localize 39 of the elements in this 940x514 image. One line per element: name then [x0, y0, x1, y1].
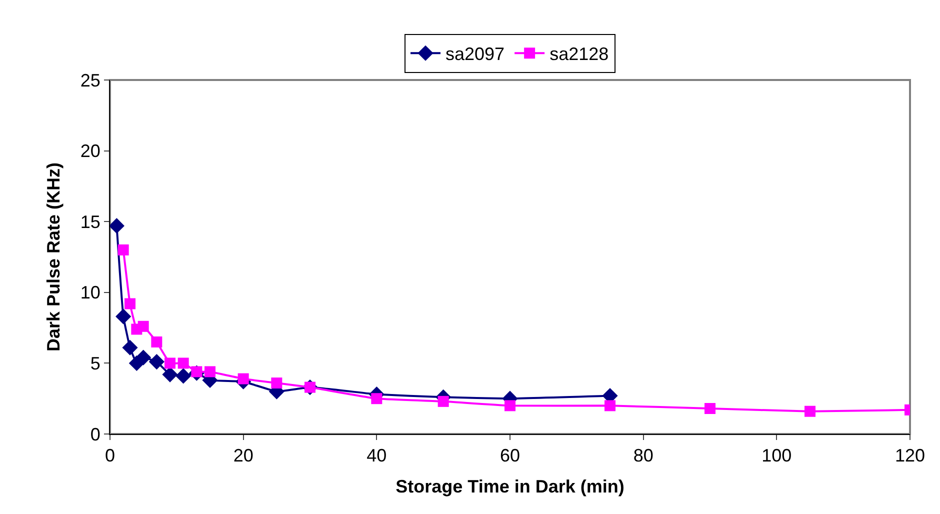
point [110, 218, 124, 234]
y-axis-title: Dark Pulse Rate (KHz) [44, 162, 64, 352]
point [438, 396, 449, 407]
x-tick-label: 60 [500, 446, 520, 466]
point [124, 298, 136, 310]
x-tick-label: 0 [104, 446, 116, 466]
point [804, 406, 816, 417]
point [136, 350, 152, 366]
y-tick-label: 10 [80, 282, 100, 303]
legend-label: sa2097 [446, 44, 505, 64]
point [504, 400, 516, 412]
point [178, 358, 189, 369]
y-tick-label: 20 [80, 141, 100, 162]
y-tick-label: 0 [90, 424, 100, 444]
y-tick-label: 5 [90, 354, 100, 374]
point [176, 368, 192, 384]
point [116, 308, 132, 324]
point [138, 320, 149, 332]
x-tick-label: 80 [633, 446, 654, 466]
x-axis-title: Storage Time in Dark (min) [396, 476, 624, 497]
point [164, 358, 176, 369]
x-tick-label: 40 [366, 446, 387, 466]
x-tick-label: 20 [233, 446, 254, 466]
point [271, 378, 282, 389]
point [118, 244, 129, 256]
y-tick-label: 15 [80, 212, 100, 232]
point [604, 400, 616, 412]
legend-label: sa2128 [550, 44, 609, 64]
point [704, 403, 716, 414]
point [238, 373, 249, 384]
point [151, 336, 162, 348]
point [162, 366, 178, 382]
point [148, 354, 164, 370]
y-tick-label: 25 [80, 70, 100, 90]
point [122, 340, 138, 356]
point [204, 366, 216, 378]
point [371, 393, 382, 404]
x-tick-label: 100 [762, 446, 792, 466]
x-tick-label: 120 [894, 446, 926, 466]
